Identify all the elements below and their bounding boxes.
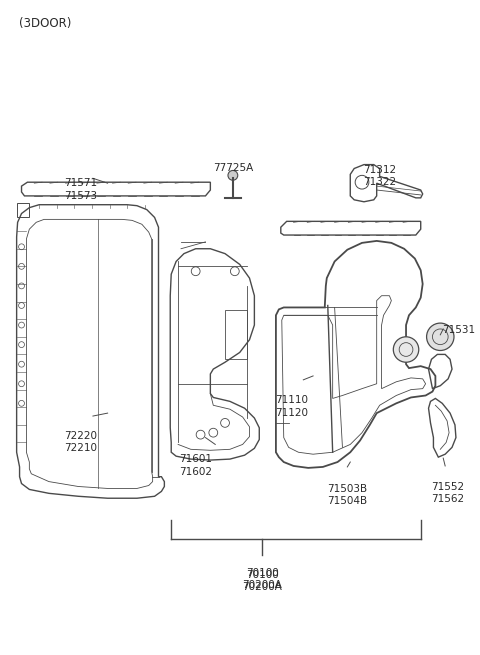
Bar [225,310,247,360]
Text: 71601
71602: 71601 71602 [179,454,212,477]
Text: (3DOOR): (3DOOR) [19,16,71,29]
Text: 71312
71322: 71312 71322 [363,164,396,187]
Text: 71531: 71531 [442,325,475,335]
Circle shape [393,337,419,362]
Text: 71571
71573: 71571 71573 [64,178,97,200]
Text: 72220
72210: 72220 72210 [64,431,97,453]
Text: 71552
71562: 71552 71562 [432,481,465,504]
Circle shape [228,170,238,180]
Text: 71110
71120: 71110 71120 [275,396,308,418]
Circle shape [427,323,454,350]
Text: 71503B
71504B: 71503B 71504B [327,483,367,506]
Text: 77725A: 77725A [213,162,253,173]
Text: 70100
70200A: 70100 70200A [242,568,282,590]
Text: 70100
70200A: 70100 70200A [242,570,282,592]
